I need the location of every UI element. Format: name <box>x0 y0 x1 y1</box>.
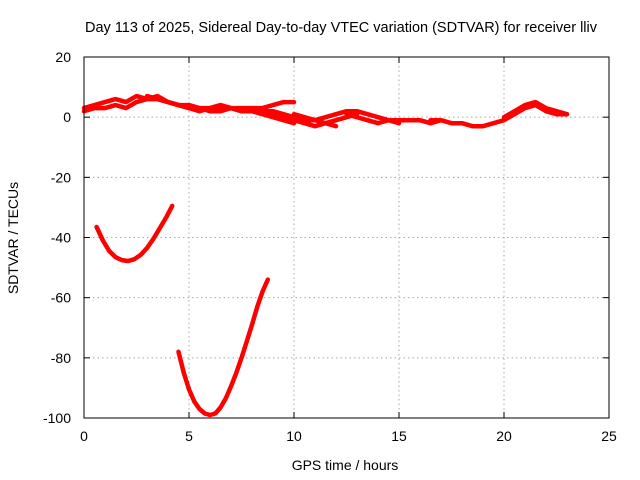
y-tick-label: -40 <box>51 230 71 246</box>
series-layer <box>81 93 570 418</box>
series-line-arc-7 <box>428 102 570 129</box>
y-tick-label: 0 <box>63 109 71 125</box>
x-tick-label: 10 <box>286 428 302 444</box>
y-tick-label: 20 <box>55 49 71 65</box>
x-tick-label: 25 <box>601 428 617 444</box>
y-tick-label: -80 <box>51 350 71 366</box>
y-axis-label: SDTVAR / TECUs <box>5 182 21 294</box>
series-line-arc-10 <box>176 277 271 418</box>
series-line-arc-3 <box>144 93 297 111</box>
y-tick-label: -100 <box>43 410 71 426</box>
series-line-arc-8 <box>501 99 570 120</box>
y-tick-label: -20 <box>51 169 71 185</box>
x-tick-labels: 0 5 10 15 20 25 <box>80 428 617 444</box>
x-tick-label: 5 <box>185 428 193 444</box>
x-tick-label: 20 <box>496 428 512 444</box>
x-tick-label: 0 <box>80 428 88 444</box>
series-line-arc-9 <box>94 203 175 264</box>
series-line-arc-5 <box>291 108 402 126</box>
series-line-arc-6 <box>344 111 444 126</box>
y-tick-label: -60 <box>51 290 71 306</box>
chart-title: Day 113 of 2025, Sidereal Day-to-day VTE… <box>85 20 598 36</box>
x-tick-label: 15 <box>391 428 407 444</box>
tick-marks <box>83 56 610 419</box>
y-tick-labels: 20 0 -20 -40 -60 -80 -100 <box>43 49 71 426</box>
x-axis-label: GPS time / hours <box>292 457 399 473</box>
grid-lines <box>84 57 609 418</box>
series-line-arc-4 <box>249 105 360 129</box>
